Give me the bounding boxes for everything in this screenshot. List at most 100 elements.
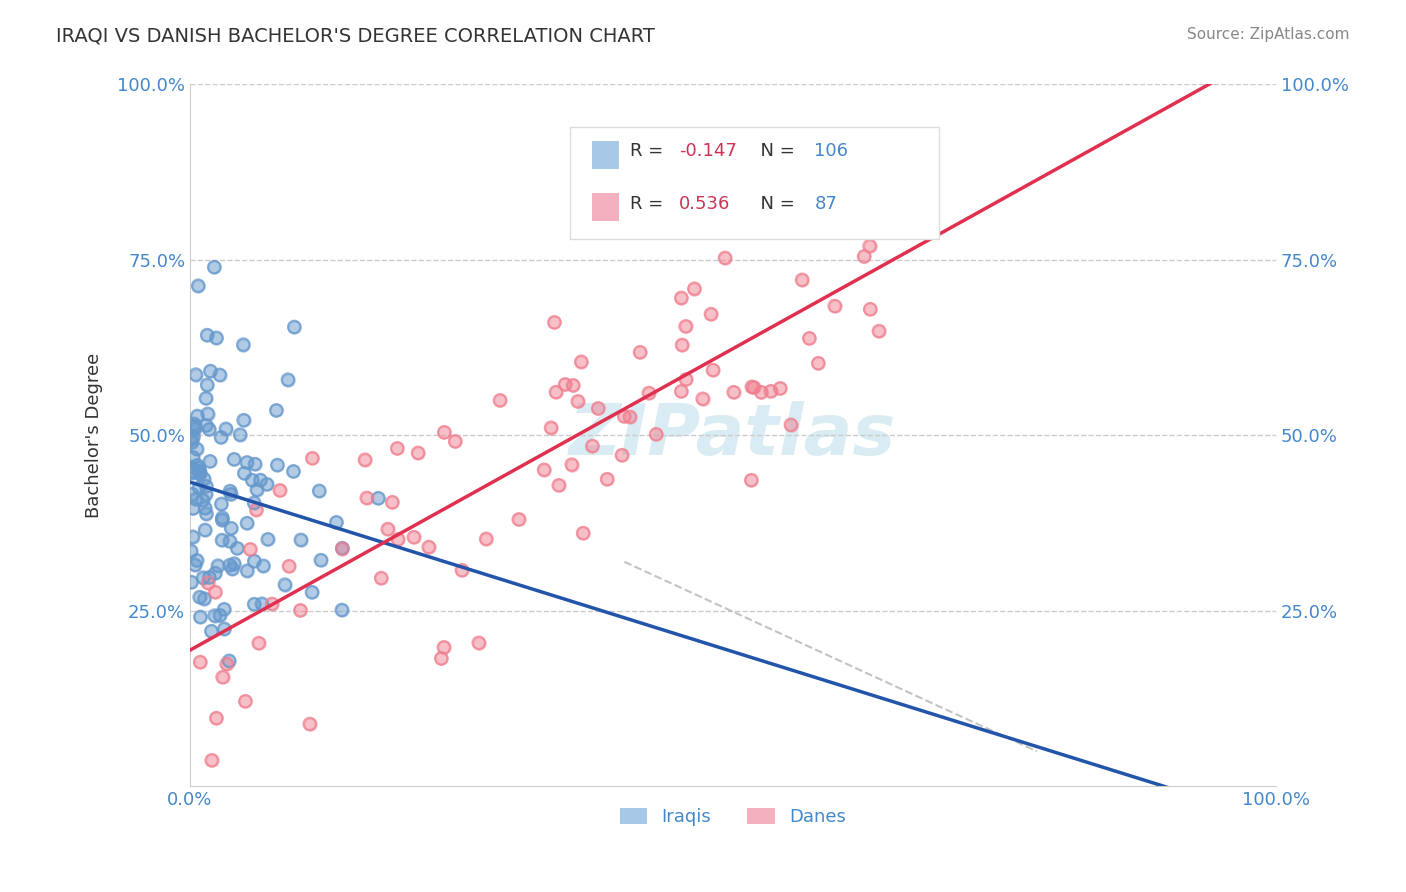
Point xyxy=(243,457,266,471)
Point xyxy=(489,393,512,408)
Point xyxy=(187,461,209,475)
Point xyxy=(211,533,233,547)
Point xyxy=(377,522,399,536)
Point xyxy=(219,521,242,535)
Point xyxy=(243,457,266,471)
Point xyxy=(188,590,211,604)
Point xyxy=(619,409,641,424)
Point xyxy=(204,585,226,599)
Point xyxy=(569,354,592,368)
Point xyxy=(256,533,278,547)
Point xyxy=(562,378,585,392)
FancyBboxPatch shape xyxy=(592,141,619,169)
Point xyxy=(370,571,392,585)
Point xyxy=(240,473,263,487)
Point xyxy=(235,694,257,708)
Point xyxy=(197,575,219,590)
Point xyxy=(243,554,266,568)
Point xyxy=(250,597,273,611)
Point xyxy=(233,466,256,480)
Point xyxy=(406,446,429,460)
Point xyxy=(246,483,269,497)
Point xyxy=(245,502,267,516)
Text: 87: 87 xyxy=(814,194,838,213)
Point xyxy=(195,418,218,433)
Text: N =: N = xyxy=(749,142,801,161)
Point xyxy=(191,570,214,584)
Point xyxy=(569,354,592,368)
Point xyxy=(283,464,305,478)
Point xyxy=(183,422,205,436)
Point xyxy=(249,473,271,487)
Point xyxy=(183,417,205,431)
Point xyxy=(188,655,211,669)
Point xyxy=(700,307,723,321)
Point xyxy=(200,364,222,378)
Point xyxy=(467,636,489,650)
Point xyxy=(193,591,215,606)
Point xyxy=(613,409,636,424)
Point xyxy=(675,319,697,334)
Point xyxy=(179,460,201,475)
Point xyxy=(853,250,876,264)
Point xyxy=(184,492,207,507)
Point xyxy=(208,608,231,623)
Point xyxy=(180,575,202,590)
Point xyxy=(790,273,813,287)
Point xyxy=(356,491,378,505)
Point xyxy=(824,299,846,313)
Point xyxy=(205,711,228,725)
Point xyxy=(759,384,782,399)
Point xyxy=(219,487,242,501)
Point xyxy=(193,472,215,486)
Text: 106: 106 xyxy=(814,142,848,161)
Point xyxy=(260,597,283,611)
Point xyxy=(195,479,218,493)
Point xyxy=(204,585,226,599)
Point xyxy=(194,392,217,406)
Point xyxy=(180,435,202,450)
Point xyxy=(309,553,332,567)
Point xyxy=(572,526,595,541)
Point xyxy=(610,448,633,462)
Point xyxy=(204,608,226,623)
Point xyxy=(387,442,409,456)
Point xyxy=(236,455,259,469)
Point xyxy=(824,299,846,313)
Text: 0.536: 0.536 xyxy=(679,194,730,213)
Point xyxy=(853,250,876,264)
Point xyxy=(184,368,207,382)
Point xyxy=(671,291,693,305)
Point xyxy=(671,338,693,352)
Text: IRAQI VS DANISH BACHELOR'S DEGREE CORRELATION CHART: IRAQI VS DANISH BACHELOR'S DEGREE CORREL… xyxy=(56,27,655,45)
Point xyxy=(184,419,207,434)
Point xyxy=(184,558,207,572)
Point xyxy=(195,377,218,392)
Point xyxy=(742,380,765,394)
Point xyxy=(197,407,219,421)
Point xyxy=(325,516,347,530)
Point xyxy=(839,187,862,202)
Point xyxy=(215,657,238,671)
Point xyxy=(224,557,246,571)
Point xyxy=(858,239,880,253)
Point xyxy=(194,487,217,501)
Point xyxy=(186,442,208,456)
Point xyxy=(195,328,218,343)
Point xyxy=(330,541,353,556)
Point xyxy=(547,478,569,492)
Point xyxy=(219,483,242,498)
Point xyxy=(239,542,262,557)
Point xyxy=(197,407,219,421)
Point xyxy=(740,473,762,487)
Point xyxy=(209,430,232,444)
Point xyxy=(780,194,803,209)
Point xyxy=(330,603,353,617)
Point xyxy=(256,533,278,547)
Point xyxy=(198,422,221,436)
Point xyxy=(444,434,467,449)
Point xyxy=(769,381,792,395)
Point xyxy=(543,315,565,329)
Point xyxy=(186,458,208,473)
Point xyxy=(283,464,305,478)
